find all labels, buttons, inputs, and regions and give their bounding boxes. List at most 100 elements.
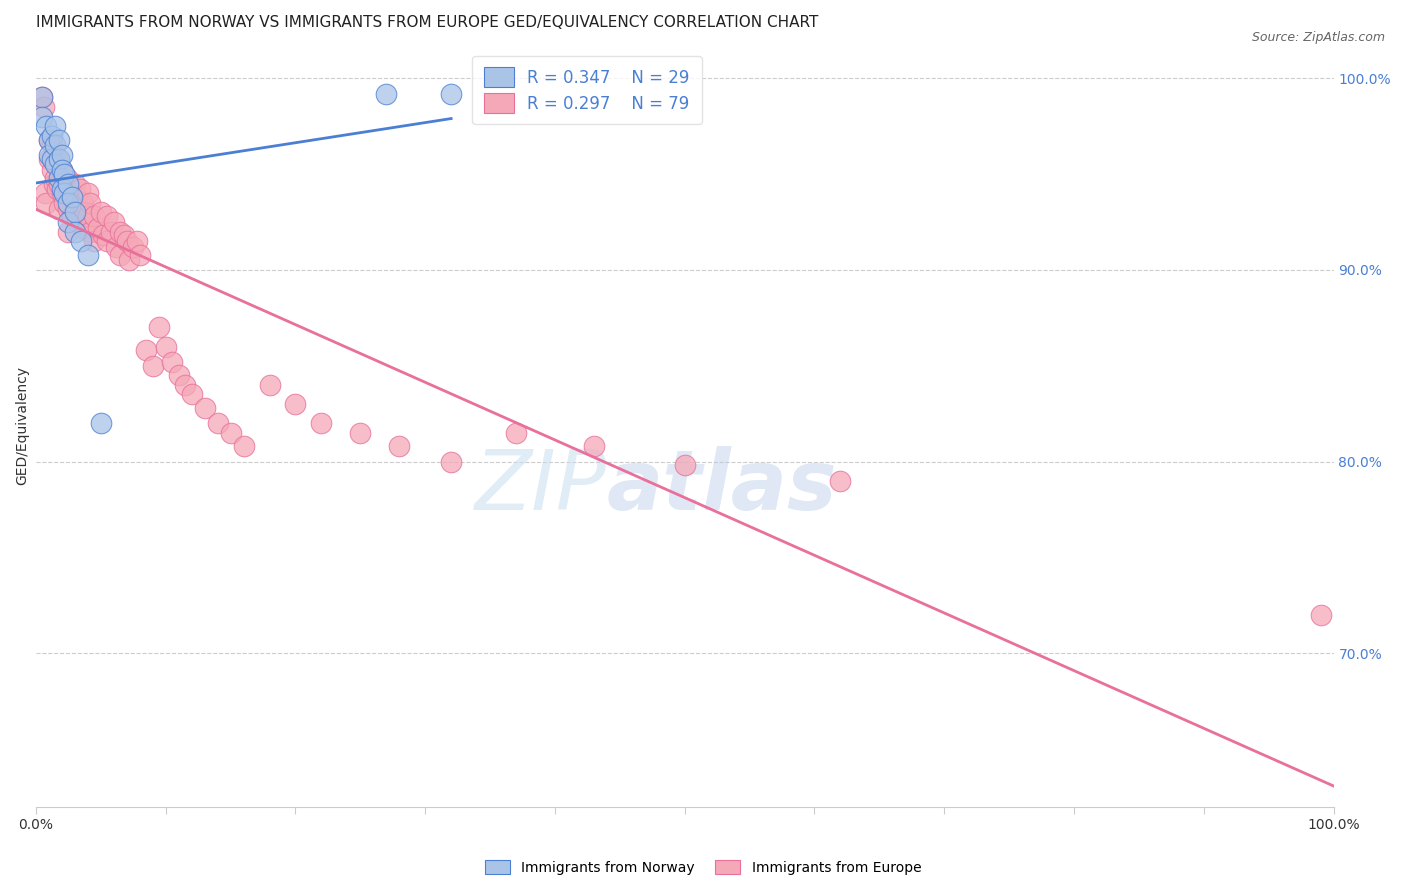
Point: [440, 454, 463, 468]
Point: [31, 90, 53, 104]
Text: Source: ZipAtlas.com: Source: ZipAtlas.com: [1251, 31, 1385, 45]
Point: [349, 425, 371, 440]
Point: [135, 343, 157, 358]
Point: [51, 182, 73, 196]
Point: [41, 163, 63, 178]
Point: [58, 195, 80, 210]
Point: [76, 247, 98, 261]
Point: [118, 253, 141, 268]
Point: [110, 225, 132, 239]
Point: [69, 205, 91, 219]
Point: [505, 425, 527, 440]
Point: [96, 209, 118, 223]
Point: [112, 228, 135, 243]
Point: [44, 148, 66, 162]
Point: [51, 148, 73, 162]
Point: [58, 182, 80, 196]
Point: [232, 439, 254, 453]
Point: [41, 138, 63, 153]
Point: [48, 177, 70, 191]
Point: [110, 247, 132, 261]
Point: [83, 234, 105, 248]
Point: [69, 182, 91, 196]
Point: [38, 152, 60, 166]
Point: [41, 152, 63, 166]
Point: [63, 177, 86, 191]
Point: [79, 195, 101, 210]
Point: [53, 177, 76, 191]
Point: [44, 138, 66, 153]
Point: [219, 425, 242, 440]
Point: [122, 240, 145, 254]
Point: [76, 209, 98, 223]
Point: [48, 170, 70, 185]
Point: [63, 225, 86, 239]
Point: [75, 205, 97, 219]
Point: [90, 416, 112, 430]
Point: [128, 247, 150, 261]
Point: [58, 215, 80, 229]
Point: [115, 234, 138, 248]
Point: [42, 177, 65, 191]
Point: [48, 202, 70, 216]
Point: [60, 190, 83, 204]
Point: [174, 377, 197, 392]
Point: [375, 87, 398, 101]
Point: [311, 416, 333, 430]
Point: [830, 474, 852, 488]
Point: [51, 163, 73, 178]
Point: [63, 202, 86, 216]
Point: [51, 163, 73, 178]
Point: [284, 397, 307, 411]
Point: [66, 190, 89, 204]
Point: [87, 220, 110, 235]
Legend: Immigrants from Norway, Immigrants from Europe: Immigrants from Norway, Immigrants from …: [479, 855, 927, 880]
Point: [93, 228, 115, 243]
Point: [53, 195, 76, 210]
Point: [35, 119, 58, 133]
Point: [582, 439, 605, 453]
Point: [51, 186, 73, 201]
Point: [440, 87, 463, 101]
Point: [72, 195, 94, 210]
Point: [44, 170, 66, 185]
Point: [56, 170, 79, 185]
Point: [32, 100, 55, 114]
Point: [60, 190, 83, 204]
Point: [90, 205, 112, 219]
Point: [31, 110, 53, 124]
Point: [148, 320, 170, 334]
Point: [194, 401, 217, 415]
Point: [1309, 607, 1331, 622]
Point: [105, 240, 128, 254]
Point: [127, 234, 149, 248]
Point: [66, 215, 89, 229]
Point: [160, 355, 183, 369]
Point: [96, 234, 118, 248]
Point: [259, 377, 281, 392]
Point: [35, 195, 58, 210]
Text: ZIP: ZIP: [475, 446, 607, 526]
Point: [103, 215, 125, 229]
Point: [83, 209, 105, 223]
Y-axis label: GED/Equivalency: GED/Equivalency: [15, 366, 30, 484]
Point: [207, 416, 229, 430]
Text: IMMIGRANTS FROM NORWAY VS IMMIGRANTS FROM EUROPE GED/EQUIVALENCY CORRELATION CHA: IMMIGRANTS FROM NORWAY VS IMMIGRANTS FRO…: [37, 15, 818, 30]
Point: [53, 167, 76, 181]
Point: [38, 148, 60, 162]
Legend: R = 0.347    N = 29, R = 0.297    N = 79: R = 0.347 N = 29, R = 0.297 N = 79: [472, 56, 702, 124]
Point: [155, 339, 177, 353]
Point: [100, 225, 122, 239]
Point: [38, 132, 60, 146]
Point: [79, 225, 101, 239]
Point: [58, 177, 80, 191]
Point: [673, 458, 696, 473]
Point: [60, 209, 83, 223]
Point: [41, 128, 63, 143]
Point: [72, 220, 94, 235]
Point: [48, 152, 70, 166]
Point: [58, 225, 80, 239]
Point: [44, 119, 66, 133]
Point: [45, 182, 67, 196]
Point: [34, 186, 56, 201]
